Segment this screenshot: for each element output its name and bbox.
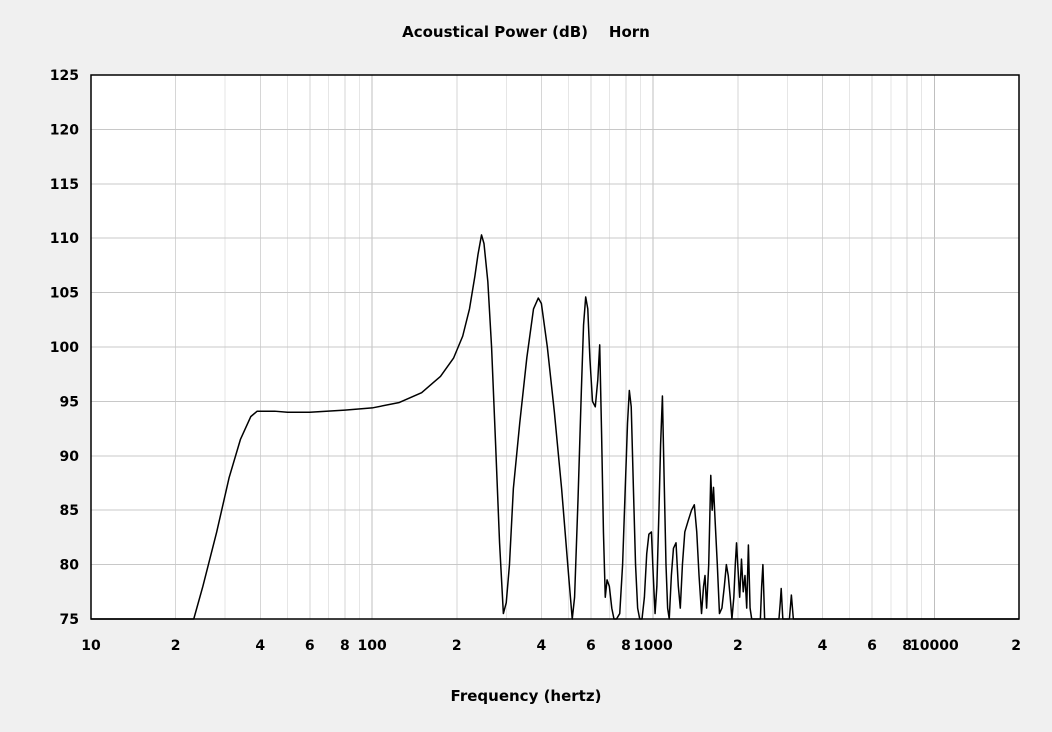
y-tick-label: 105	[50, 286, 79, 302]
x-tick-label: 6	[586, 638, 596, 654]
x-tick-label: 2	[171, 638, 181, 654]
x-tick-label: 100	[358, 638, 387, 654]
x-tick-label: 2	[452, 638, 462, 654]
x-tick-label: 2	[1011, 638, 1021, 654]
y-tick-label: 80	[60, 558, 80, 574]
grid-layer	[90, 74, 1020, 620]
y-tick-label: 110	[50, 231, 79, 247]
y-tick-label: 95	[60, 394, 79, 410]
x-tick-label: 8	[340, 638, 350, 654]
y-tick-label: 125	[50, 68, 79, 84]
y-tick-label: 120	[50, 122, 79, 138]
x-tick-label: 8	[902, 638, 912, 654]
x-tick-label: 10000	[910, 638, 959, 654]
x-tick-label: 4	[537, 638, 547, 654]
y-tick-label: 85	[60, 503, 79, 519]
x-tick-label: 4	[255, 638, 265, 654]
x-axis-label: Frequency (hertz)	[451, 687, 602, 705]
x-tick-label: 4	[818, 638, 828, 654]
x-tick-label: 1000	[634, 638, 673, 654]
y-tick-label: 75	[60, 612, 79, 628]
y-tick-label: 100	[50, 340, 79, 356]
x-tick-label: 10	[81, 638, 101, 654]
y-tick-label: 115	[50, 177, 79, 193]
plot-frame	[90, 74, 1020, 620]
y-tick-label: 90	[60, 449, 80, 465]
chart-title: Acoustical Power (dB) Horn	[402, 23, 650, 41]
x-tick-label: 8	[621, 638, 631, 654]
x-tick-label: 2	[733, 638, 743, 654]
x-tick-label: 6	[305, 638, 315, 654]
x-tick-label: 6	[867, 638, 877, 654]
